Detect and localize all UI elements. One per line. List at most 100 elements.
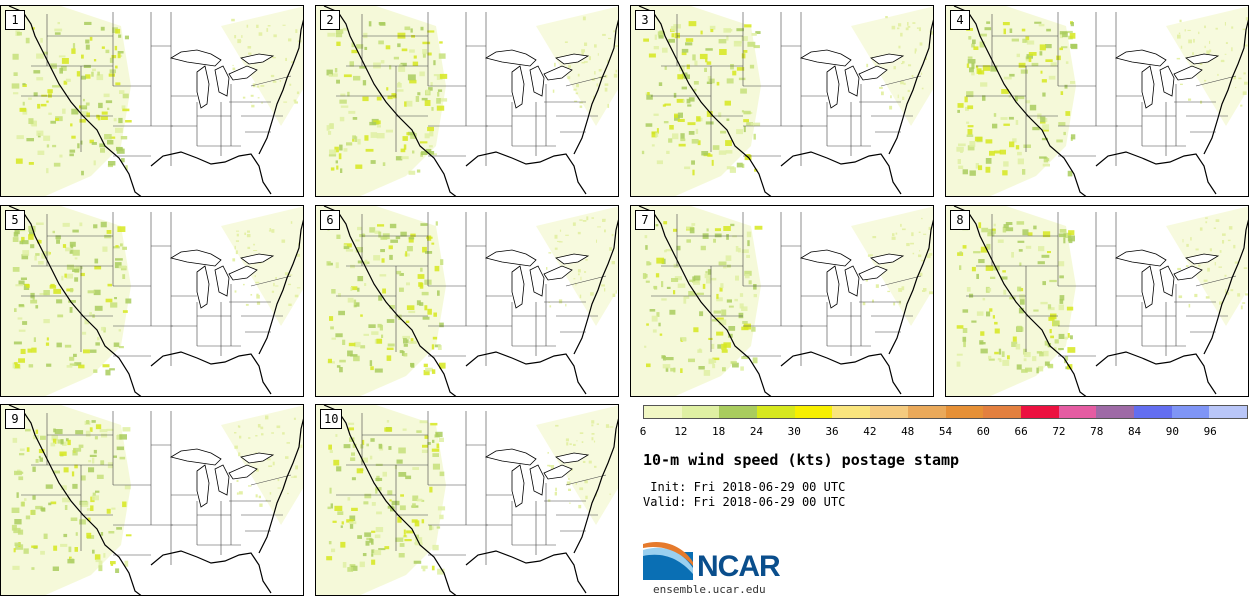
wind-patch <box>56 239 60 244</box>
wind-patch <box>95 490 100 493</box>
wind-patch <box>364 135 369 141</box>
wind-patch <box>373 549 382 556</box>
wind-patch <box>725 255 732 261</box>
wind-patch <box>403 529 406 535</box>
wind-patch <box>986 311 991 317</box>
wind-patch <box>700 245 706 251</box>
wind-patch <box>120 136 128 140</box>
wind-patch <box>609 247 613 251</box>
wind-patch <box>236 480 239 482</box>
wind-patch <box>1240 104 1243 107</box>
wind-patch <box>416 498 423 502</box>
wind-patch <box>741 306 748 311</box>
wind-patch <box>376 96 382 101</box>
wind-patch <box>579 432 584 434</box>
wind-patch <box>88 460 92 463</box>
wind-patch <box>21 240 29 245</box>
wind-patch <box>898 45 901 49</box>
wind-patch <box>645 274 648 278</box>
wind-patch <box>33 70 41 74</box>
wind-patch <box>382 471 387 477</box>
wind-patch <box>238 452 241 457</box>
wind-patch <box>43 290 50 296</box>
wind-patch <box>1070 22 1074 27</box>
wind-patch <box>966 91 974 98</box>
wind-patch <box>328 123 334 129</box>
wind-patch <box>288 283 291 286</box>
wind-patch <box>265 499 268 502</box>
wind-patch <box>548 301 550 303</box>
wind-patch <box>661 298 667 301</box>
wind-patch <box>14 470 22 476</box>
wind-patch <box>567 76 571 80</box>
wind-patch <box>921 217 923 220</box>
wind-patch <box>1238 77 1242 80</box>
wind-patch <box>105 369 111 376</box>
wind-patch <box>738 77 746 81</box>
wind-patch <box>115 28 121 34</box>
wind-patch <box>359 66 367 69</box>
state-border <box>113 411 173 526</box>
wind-patch <box>256 24 259 28</box>
wind-patch <box>29 229 35 236</box>
wind-patch <box>85 102 90 106</box>
wind-patch <box>647 92 650 96</box>
wind-patch <box>74 257 78 260</box>
wind-patch <box>382 162 386 166</box>
wind-patch <box>67 439 71 446</box>
wind-patch <box>363 333 369 336</box>
member-label: 10 <box>320 409 343 429</box>
wind-patch <box>65 273 73 279</box>
wind-patch <box>349 523 354 529</box>
wind-patch <box>428 145 433 148</box>
wind-patch <box>364 493 372 499</box>
wind-patch <box>235 250 238 255</box>
coastline <box>8 6 303 196</box>
wind-patch <box>74 277 79 282</box>
wind-patch <box>584 42 588 46</box>
wind-patch <box>73 353 77 357</box>
wind-patch <box>732 235 737 238</box>
wind-patch <box>656 160 663 165</box>
logo-url: ensemble.ucar.edu <box>653 583 766 596</box>
great-lakes <box>169 249 275 309</box>
wind-patch <box>93 369 98 373</box>
colorbar-swatch <box>870 406 908 418</box>
wind-patch <box>1018 249 1023 252</box>
wind-patch <box>585 495 588 500</box>
wind-patch <box>716 297 723 302</box>
wind-patch <box>1198 264 1201 267</box>
wind-patch <box>908 64 912 67</box>
wind-patch <box>90 505 94 511</box>
wind-patch <box>976 311 984 316</box>
wind-patch <box>684 166 691 170</box>
wind-patch <box>234 245 236 250</box>
wind-patch <box>365 148 374 152</box>
wind-patch <box>702 283 706 289</box>
wind-patch <box>92 457 95 464</box>
wind-patch <box>1047 251 1051 254</box>
wind-patch <box>432 439 435 443</box>
wind-patch <box>334 505 343 511</box>
wind-patch <box>390 239 398 243</box>
wind-patch <box>24 498 27 501</box>
wind-patch <box>437 89 443 92</box>
wind-patch <box>122 501 127 508</box>
wind-patch <box>679 65 685 72</box>
wind-patch <box>655 132 659 138</box>
wind-patch <box>1209 40 1211 44</box>
wind-patch <box>79 519 86 525</box>
wind-patch <box>1019 294 1025 300</box>
wind-patch <box>1017 95 1025 100</box>
wind-patch <box>554 247 558 250</box>
wind-patch <box>1028 52 1037 56</box>
wind-patch <box>35 505 43 510</box>
wind-patch <box>1050 335 1054 339</box>
wind-patch <box>581 62 586 64</box>
wind-patch <box>684 74 690 79</box>
wind-patch <box>436 443 440 449</box>
state-border <box>21 265 151 357</box>
wind-patch <box>335 333 343 338</box>
wind-patch <box>644 345 647 348</box>
wind-patch <box>117 226 126 232</box>
